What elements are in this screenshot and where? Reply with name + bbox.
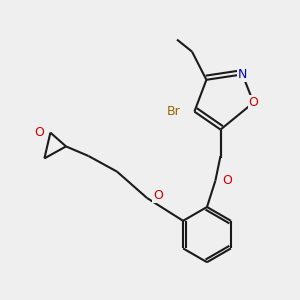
Text: O: O (222, 174, 232, 187)
Text: O: O (34, 126, 44, 139)
Text: N: N (238, 68, 247, 81)
Text: O: O (249, 96, 258, 109)
Text: Br: Br (167, 105, 181, 118)
Text: O: O (153, 189, 163, 202)
